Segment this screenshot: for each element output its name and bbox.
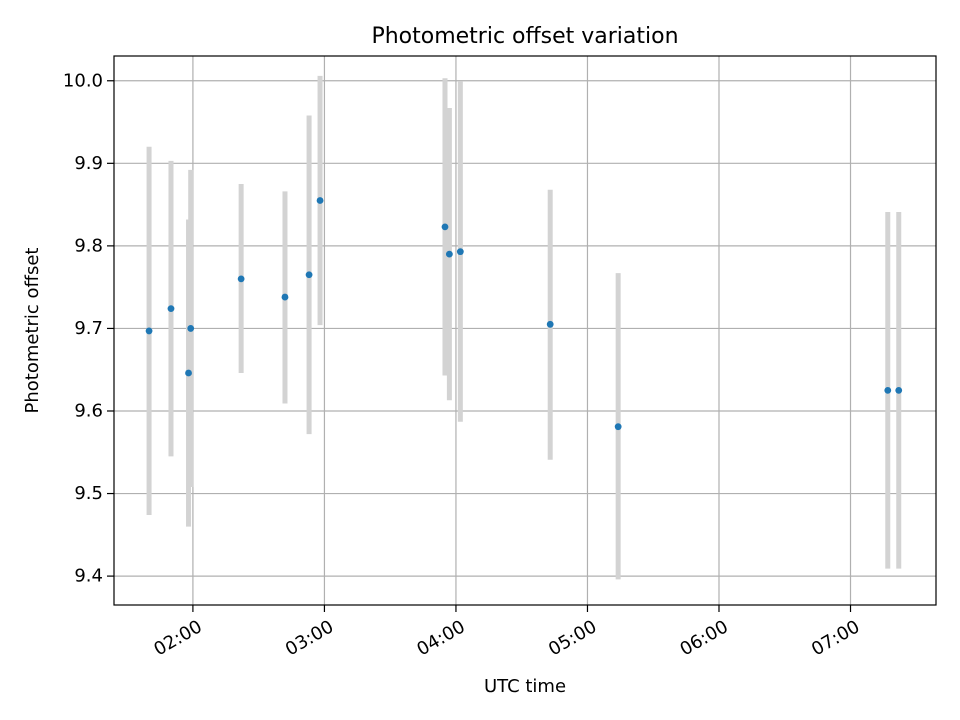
plot-frame bbox=[113, 55, 937, 606]
y-tick-label: 10.0 bbox=[63, 70, 103, 91]
data-points bbox=[145, 197, 903, 431]
data-point bbox=[884, 386, 892, 394]
y-axis-title: Photometric offset bbox=[22, 248, 43, 414]
data-point bbox=[145, 327, 153, 335]
data-point bbox=[441, 223, 449, 231]
y-tick-label: 9.4 bbox=[74, 566, 103, 587]
y-tick-label: 9.8 bbox=[74, 235, 103, 256]
y-axis-ticks: 9.4 9.5 9.6 9.7 9.8 9.9 10.0 bbox=[63, 70, 114, 587]
data-point bbox=[614, 423, 622, 431]
data-point bbox=[895, 386, 903, 394]
data-point bbox=[237, 275, 245, 283]
data-point bbox=[456, 248, 464, 256]
data-point bbox=[445, 250, 453, 258]
data-point bbox=[187, 325, 195, 332]
data-point bbox=[305, 271, 313, 279]
data-point bbox=[546, 320, 554, 328]
chart-title: Photometric offset variation bbox=[371, 24, 678, 49]
y-tick-label: 9.5 bbox=[74, 483, 103, 504]
y-tick-label: 9.6 bbox=[74, 400, 103, 421]
data-point bbox=[185, 369, 192, 377]
grid bbox=[114, 56, 936, 605]
y-tick-label: 9.7 bbox=[74, 318, 103, 339]
data-point bbox=[167, 305, 175, 313]
data-point bbox=[281, 293, 289, 301]
y-tick-label: 9.9 bbox=[74, 153, 103, 174]
data-point bbox=[316, 197, 324, 204]
x-axis-title: UTC time bbox=[484, 676, 566, 697]
